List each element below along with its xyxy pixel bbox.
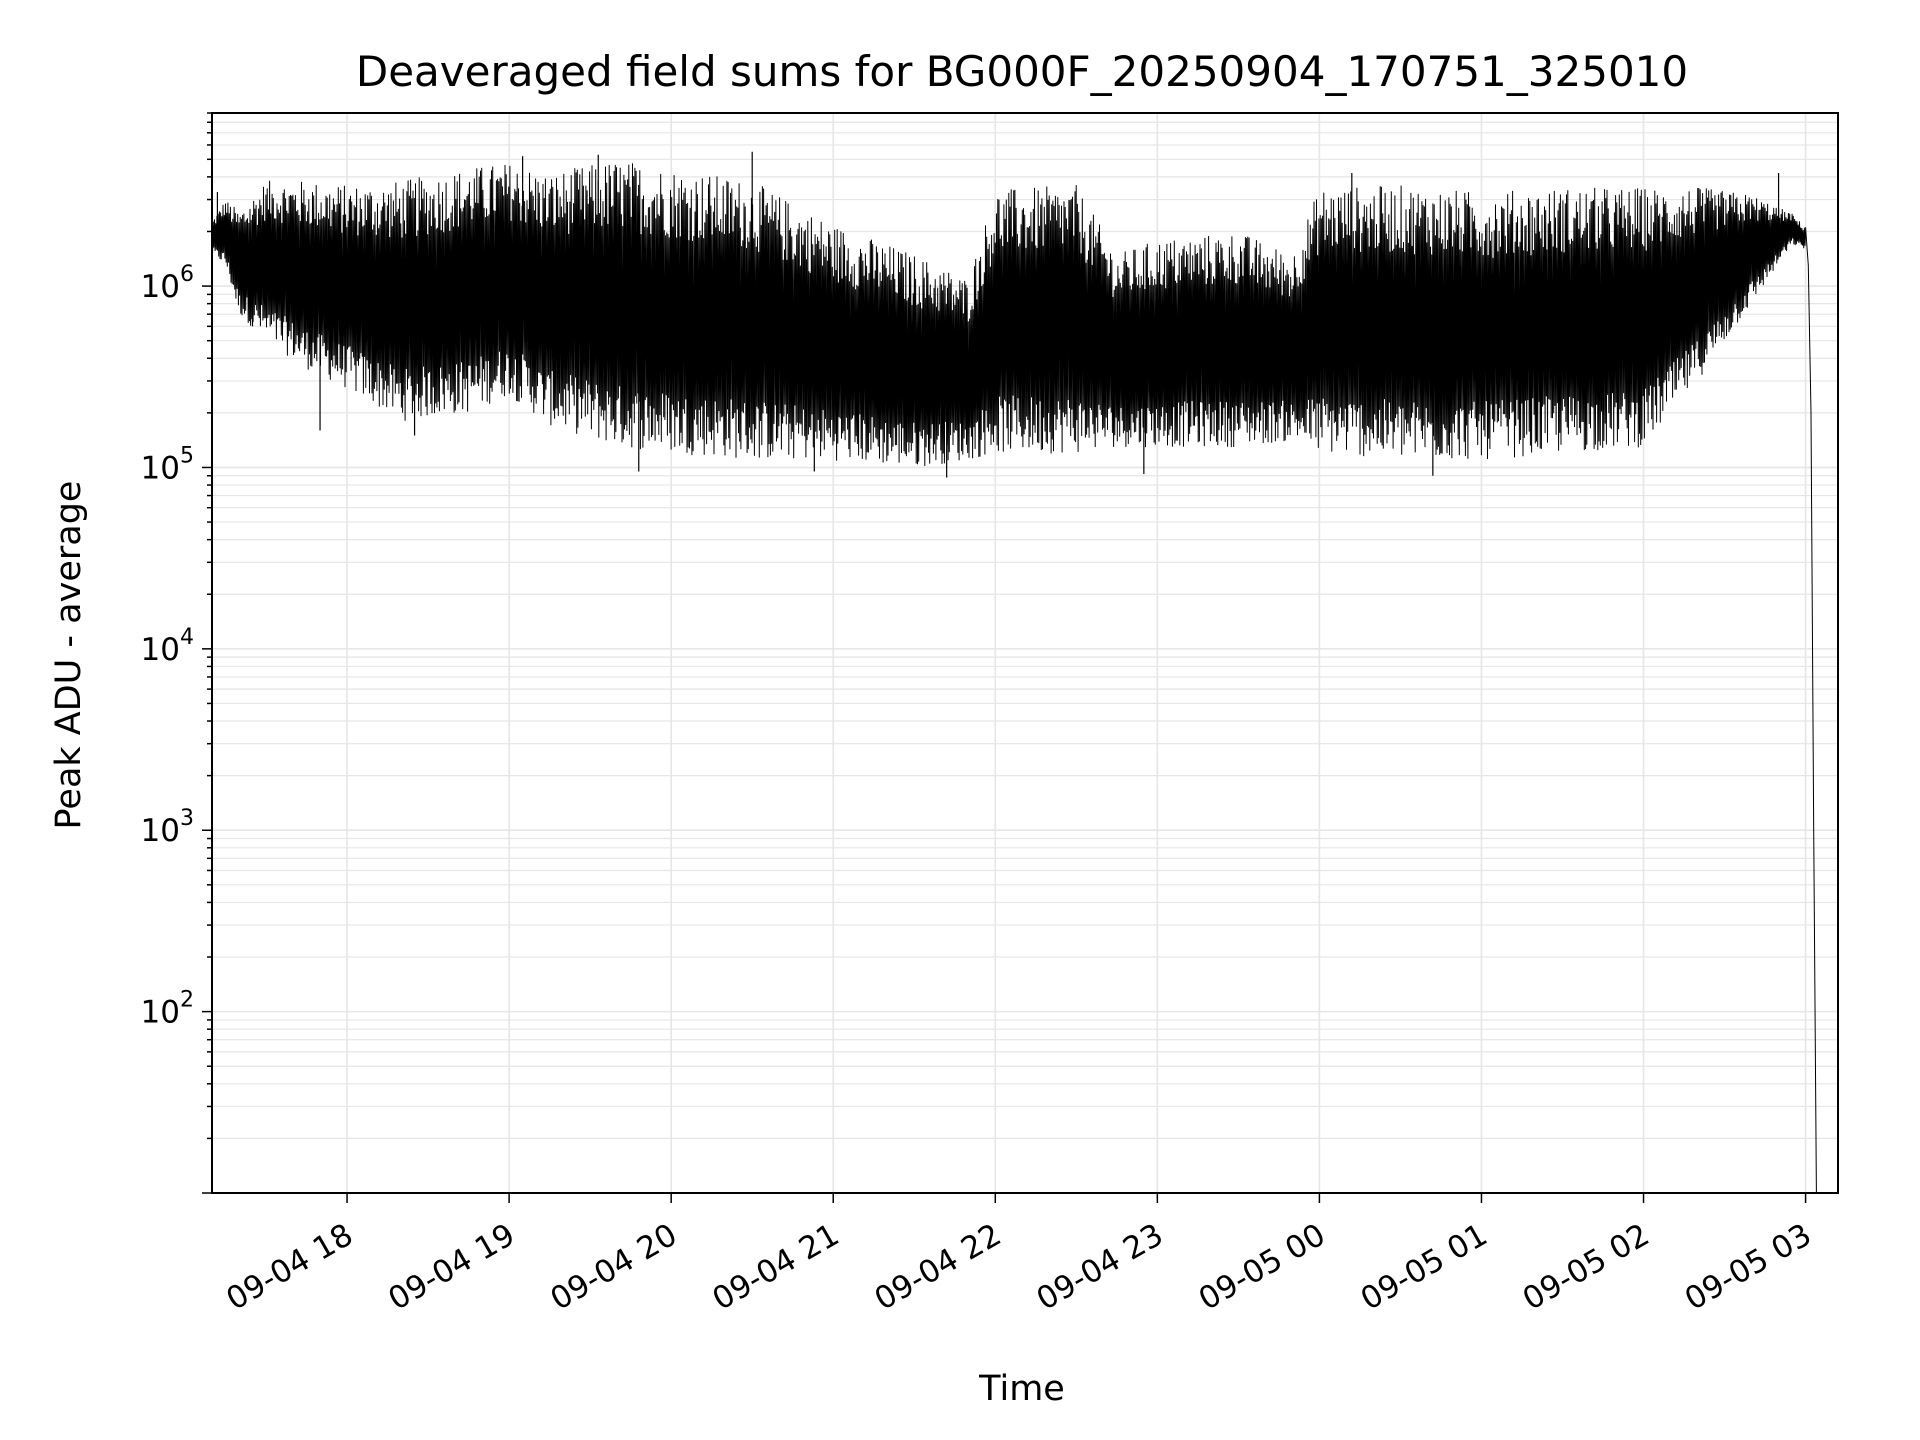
y-tick-label: 103: [141, 806, 194, 849]
y-tick-exponent: 4: [180, 625, 194, 650]
x-axis-label: Time: [978, 1369, 1065, 1409]
y-axis-label: Peak ADU - average: [49, 481, 89, 830]
y-tick-base: 10: [141, 269, 180, 305]
y-tick-label: 102: [141, 988, 194, 1031]
y-tick-label: 105: [141, 443, 194, 486]
y-tick-base: 10: [141, 632, 180, 668]
series-line: [211, 163, 1817, 1194]
y-tick-exponent: 3: [180, 806, 194, 831]
y-tick-base: 10: [141, 995, 180, 1031]
plot-frame: [211, 112, 1839, 1194]
y-tick-label: 106: [141, 262, 194, 305]
data-layer: [211, 151, 1817, 1194]
y-tick-base: 10: [141, 813, 180, 849]
y-tick-label: 104: [141, 625, 194, 668]
y-tick-exponent: 2: [180, 988, 194, 1013]
y-tick-exponent: 5: [180, 443, 194, 468]
y-tick-base: 10: [141, 450, 180, 486]
chart-title: Deaveraged field sums for BG000F_2025090…: [356, 47, 1688, 96]
y-tick-exponent: 6: [180, 262, 194, 287]
